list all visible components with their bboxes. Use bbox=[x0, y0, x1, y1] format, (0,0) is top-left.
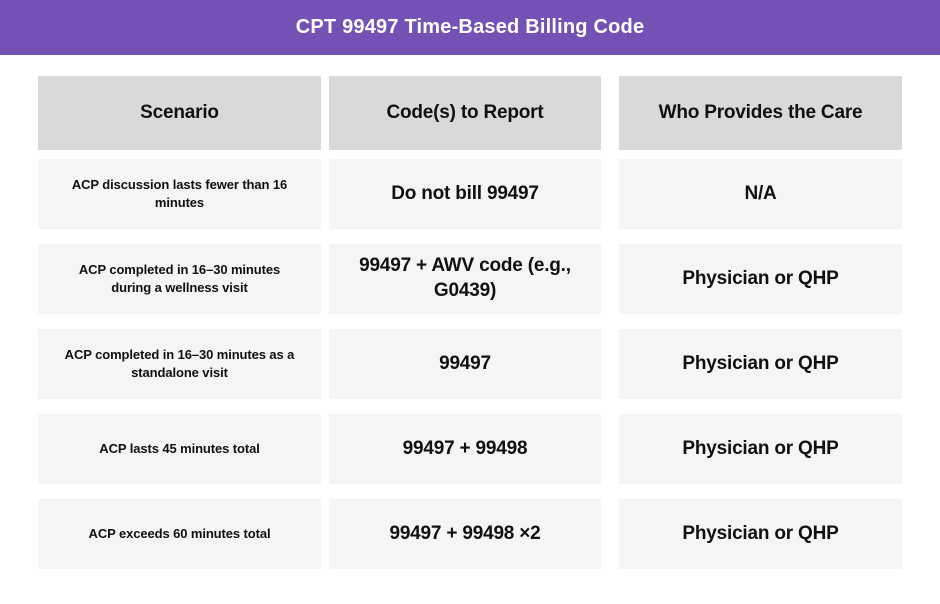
scenario-cell: ACP exceeds 60 minutes total bbox=[38, 499, 321, 569]
scenario-cell: ACP discussion lasts fewer than 16 minut… bbox=[38, 159, 321, 229]
table-row: ACP lasts 45 minutes total 99497 + 99498… bbox=[38, 414, 902, 484]
column-header-codes: Code(s) to Report bbox=[329, 76, 601, 150]
provider-cell: Physician or QHP bbox=[619, 329, 902, 399]
billing-table: Scenario Code(s) to Report Who Provides … bbox=[38, 76, 902, 569]
provider-cell: N/A bbox=[619, 159, 902, 229]
column-header-scenario: Scenario bbox=[38, 76, 321, 150]
title-banner: CPT 99497 Time-Based Billing Code bbox=[0, 0, 940, 55]
codes-cell: Do not bill 99497 bbox=[329, 159, 601, 229]
codes-cell: 99497 + AWV code (e.g., G0439) bbox=[329, 244, 601, 314]
table-row: ACP completed in 16–30 minutes as a stan… bbox=[38, 329, 902, 399]
scenario-cell: ACP lasts 45 minutes total bbox=[38, 414, 321, 484]
codes-cell: 99497 bbox=[329, 329, 601, 399]
scenario-cell: ACP completed in 16–30 minutes during a … bbox=[38, 244, 321, 314]
table-row: ACP discussion lasts fewer than 16 minut… bbox=[38, 159, 902, 229]
provider-cell: Physician or QHP bbox=[619, 499, 902, 569]
column-header-provider: Who Provides the Care bbox=[619, 76, 902, 150]
page-title: CPT 99497 Time-Based Billing Code bbox=[295, 16, 645, 38]
scenario-cell: ACP completed in 16–30 minutes as a stan… bbox=[38, 329, 321, 399]
provider-cell: Physician or QHP bbox=[619, 414, 902, 484]
codes-cell: 99497 + 99498 bbox=[329, 414, 601, 484]
codes-cell: 99497 + 99498 ×2 bbox=[329, 499, 601, 569]
table-header-row: Scenario Code(s) to Report Who Provides … bbox=[38, 76, 902, 150]
provider-cell: Physician or QHP bbox=[619, 244, 902, 314]
table-row: ACP exceeds 60 minutes total 99497 + 994… bbox=[38, 499, 902, 569]
table-row: ACP completed in 16–30 minutes during a … bbox=[38, 244, 902, 314]
